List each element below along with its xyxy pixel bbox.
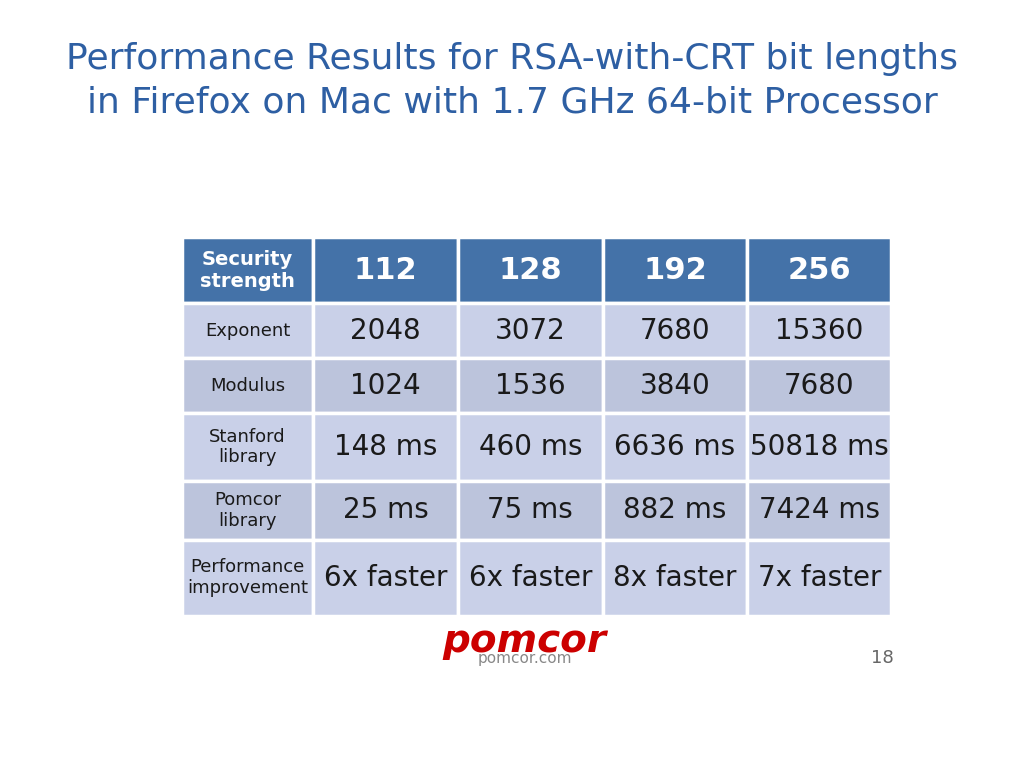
Bar [313,413,458,482]
Bar [458,358,603,413]
Bar [458,303,603,358]
Text: 6636 ms: 6636 ms [614,433,735,461]
Bar [748,482,892,540]
Bar [603,482,748,540]
Text: 256: 256 [787,256,851,285]
Bar [182,303,313,358]
Bar [313,303,458,358]
Bar [313,237,458,303]
Bar [313,540,458,615]
Text: 25 ms: 25 ms [343,496,428,525]
Text: Pomcor
library: Pomcor library [214,491,282,530]
Text: Exponent: Exponent [205,322,290,339]
Bar [748,540,892,615]
Bar [603,358,748,413]
Text: Security
strength: Security strength [200,250,295,290]
Bar [748,237,892,303]
Text: 3072: 3072 [495,316,565,345]
Text: 7680: 7680 [784,372,855,399]
Bar [603,237,748,303]
Bar [182,237,313,303]
Text: 112: 112 [353,256,418,285]
Text: 460 ms: 460 ms [478,433,582,461]
Bar [603,540,748,615]
Text: 1024: 1024 [350,372,421,399]
Text: 6x faster: 6x faster [469,564,592,591]
Text: 75 ms: 75 ms [487,496,573,525]
Text: 192: 192 [643,256,707,285]
Text: 7x faster: 7x faster [758,564,882,591]
Bar [182,358,313,413]
Text: 882 ms: 882 ms [624,496,727,525]
Bar [182,482,313,540]
Text: 15360: 15360 [775,316,863,345]
Text: 6x faster: 6x faster [324,564,447,591]
Bar [748,358,892,413]
Bar [748,413,892,482]
Bar [182,413,313,482]
Text: 50818 ms: 50818 ms [750,433,889,461]
Bar [603,413,748,482]
Text: 8x faster: 8x faster [613,564,737,591]
Bar [458,237,603,303]
Text: pomcor: pomcor [442,622,607,660]
Text: 2048: 2048 [350,316,421,345]
Bar [458,540,603,615]
Bar [603,303,748,358]
Bar [748,303,892,358]
Text: 18: 18 [871,649,894,667]
Bar [313,358,458,413]
Text: 128: 128 [499,256,562,285]
Text: 7680: 7680 [640,316,711,345]
Text: 3840: 3840 [640,372,711,399]
Text: 1536: 1536 [495,372,565,399]
Bar [458,413,603,482]
Bar [458,482,603,540]
Text: pomcor.com: pomcor.com [477,650,572,666]
Bar [182,540,313,615]
Text: 7424 ms: 7424 ms [759,496,880,525]
Text: Performance Results for RSA-with-CRT bit lengths
in Firefox on Mac with 1.7 GHz : Performance Results for RSA-with-CRT bit… [66,42,958,120]
Bar [313,482,458,540]
Text: Stanford
library: Stanford library [209,428,286,466]
Text: Performance
improvement: Performance improvement [187,558,308,597]
Text: Modulus: Modulus [210,376,285,395]
Text: 148 ms: 148 ms [334,433,437,461]
